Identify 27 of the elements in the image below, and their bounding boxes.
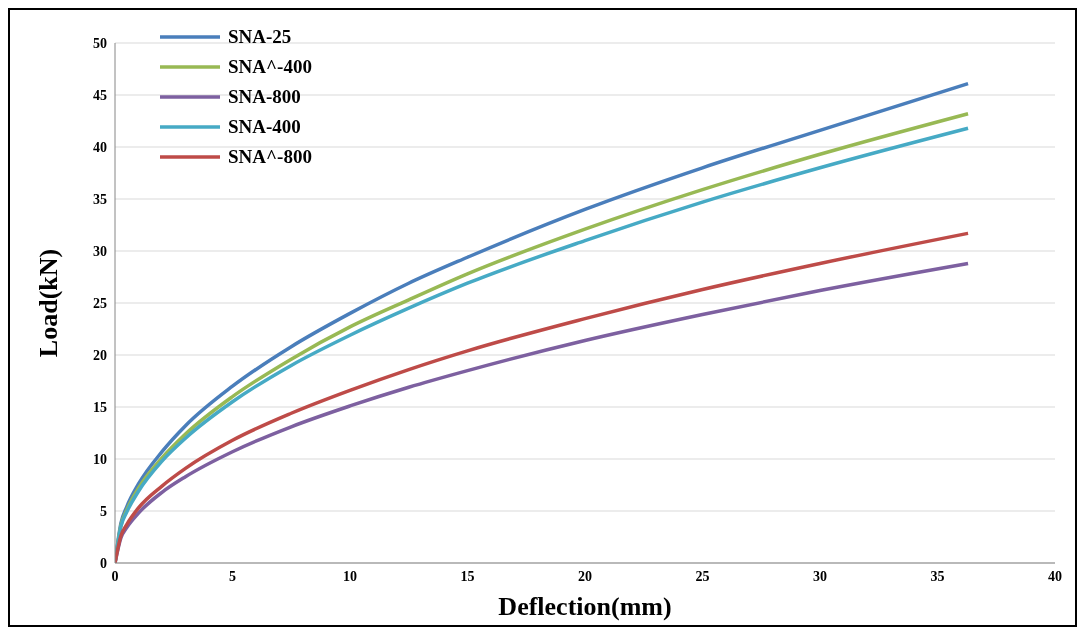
x-tick-label: 35 [930, 568, 945, 584]
y-tick-label: 15 [93, 399, 107, 415]
legend-label: SNA-800 [228, 86, 301, 108]
x-tick-label: 20 [578, 568, 592, 584]
y-tick-label: 45 [93, 87, 107, 103]
x-tick-label: 10 [343, 568, 357, 584]
y-tick-label: 10 [93, 451, 107, 467]
x-tick-label: 25 [695, 568, 710, 584]
x-tick-label: 30 [813, 568, 827, 584]
x-tick-label: 5 [229, 568, 236, 584]
y-tick-label: 30 [93, 243, 107, 259]
legend-label: SNA-25 [228, 26, 292, 48]
y-tick-label: 25 [93, 295, 107, 311]
y-tick-label: 50 [93, 35, 107, 51]
y-axis-title: Load(kN) [34, 248, 64, 358]
y-tick-label: 35 [93, 191, 107, 207]
legend-label: SNA-400 [228, 116, 301, 138]
x-tick-label: 40 [1048, 568, 1062, 584]
y-tick-label: 0 [100, 555, 107, 571]
x-tick-label: 15 [460, 568, 475, 584]
y-tick-label: 40 [93, 139, 107, 155]
legend-label: SNA^-400 [228, 56, 312, 78]
legend-label: SNA^-800 [228, 146, 312, 168]
y-tick-label: 5 [100, 503, 107, 519]
x-axis-title: Deflection(mm) [498, 592, 672, 621]
y-tick-label: 20 [93, 347, 107, 363]
x-tick-label: 0 [111, 568, 119, 584]
